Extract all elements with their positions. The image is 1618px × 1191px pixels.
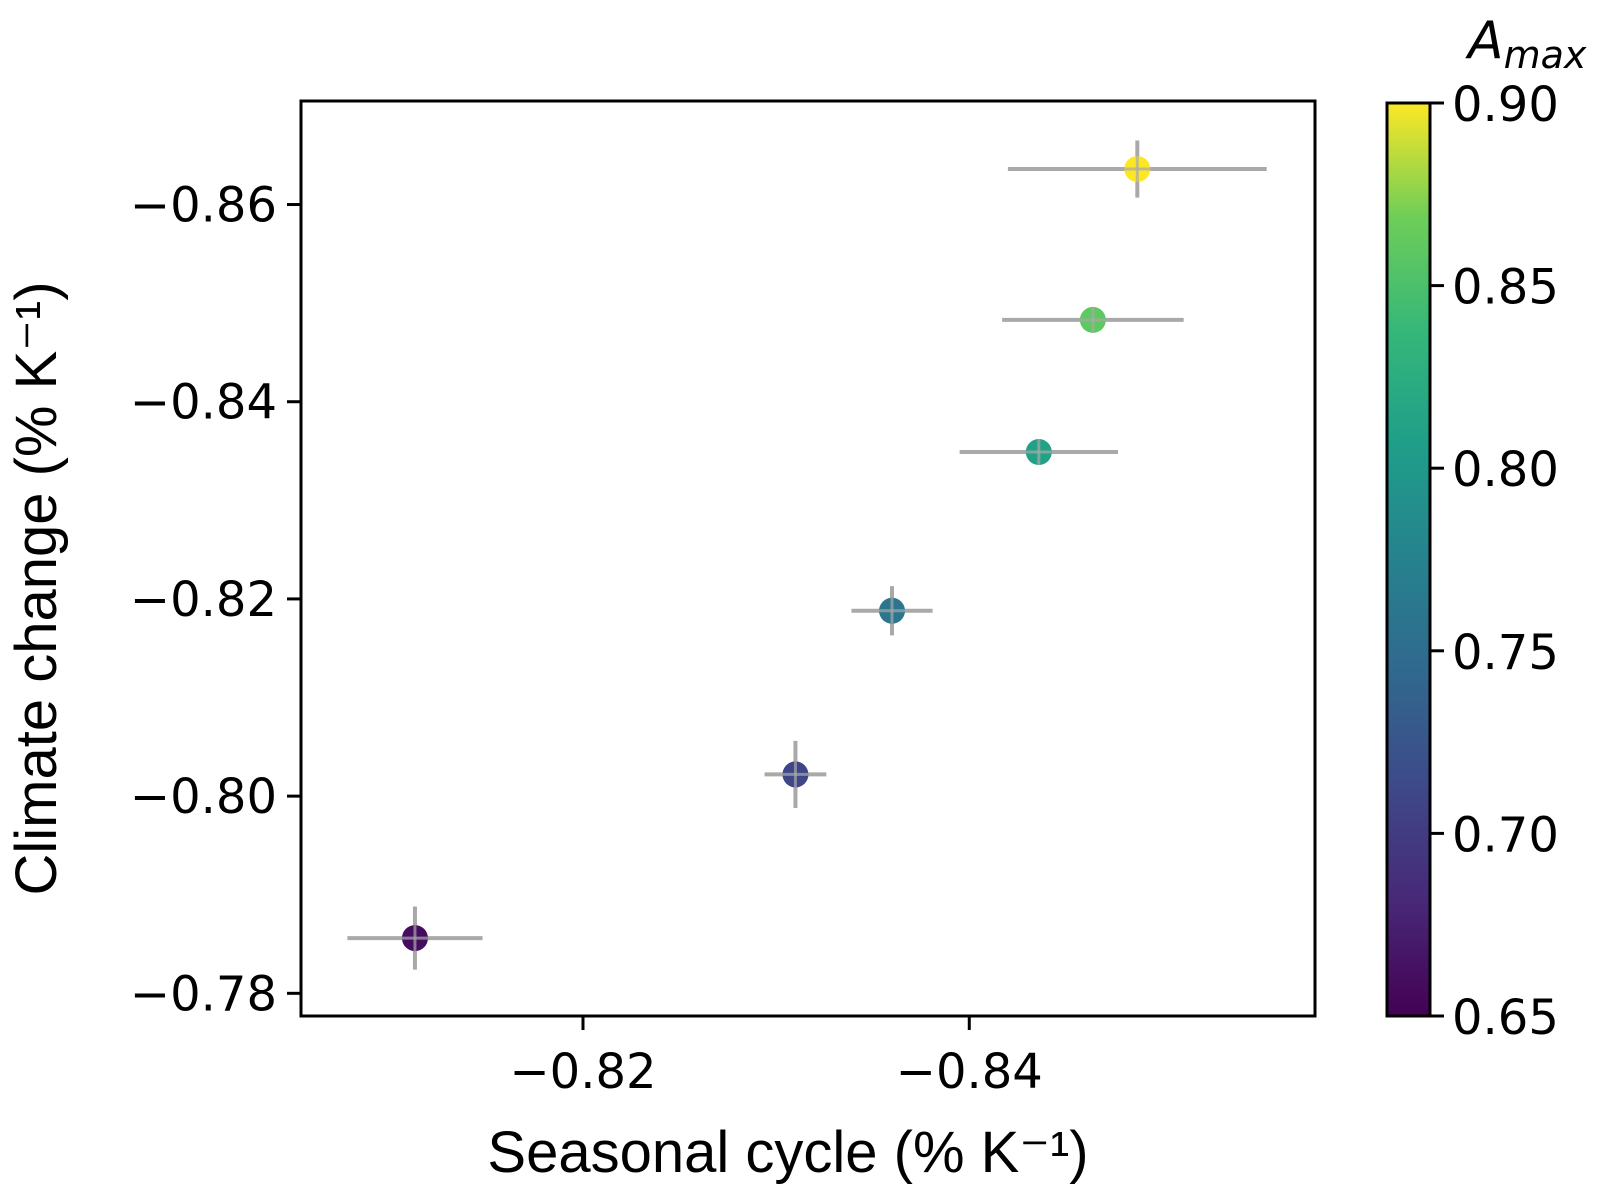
data-point-group xyxy=(347,906,483,970)
colorbar-title-sub: max xyxy=(1504,33,1587,77)
y-tick-label: −0.78 xyxy=(130,966,277,1022)
colorbar-tick-label: 0.90 xyxy=(1452,77,1559,133)
colorbar: 0.65 0.70 0.75 0.80 0.85 0.90 Amax xyxy=(1385,11,1587,1046)
y-tick-label: −0.86 xyxy=(130,178,277,234)
colorbar-tick-label: 0.80 xyxy=(1452,442,1559,498)
x-tick-label: −0.82 xyxy=(509,1044,656,1100)
x-tick-label: −0.84 xyxy=(896,1044,1043,1100)
colorbar-tick-label: 0.75 xyxy=(1452,625,1559,681)
y-axis-label: Climate change (% K⁻¹) xyxy=(4,281,69,895)
y-tick-label: −0.84 xyxy=(130,375,277,431)
data-point-group xyxy=(959,439,1118,466)
y-tick-label: −0.82 xyxy=(130,572,277,628)
y-axis: −0.78 −0.80 −0.82 −0.84 −0.86 xyxy=(130,178,301,1022)
data-point-group xyxy=(764,740,827,808)
y-tick-label: −0.80 xyxy=(130,769,277,825)
colorbar-tick-label: 0.65 xyxy=(1452,990,1559,1046)
plot-frame xyxy=(299,99,1317,1018)
x-axis: −0.82 −0.84 xyxy=(509,1016,1043,1100)
colorbar-tick-label: 0.70 xyxy=(1452,807,1559,863)
x-axis-label: Seasonal cycle (% K⁻¹) xyxy=(487,1120,1088,1185)
colorbar-gradient xyxy=(1385,101,1432,1018)
colorbar-ticks: 0.65 0.70 0.75 0.80 0.85 0.90 xyxy=(1430,77,1559,1046)
plot-area xyxy=(347,140,1267,970)
colorbar-title: Amax xyxy=(1465,11,1587,77)
data-point-group xyxy=(1002,306,1184,333)
colorbar-tick-label: 0.85 xyxy=(1452,260,1559,316)
data-point-group xyxy=(1007,140,1267,198)
colorbar-title-main: A xyxy=(1465,11,1504,71)
data-point-group xyxy=(851,586,933,636)
